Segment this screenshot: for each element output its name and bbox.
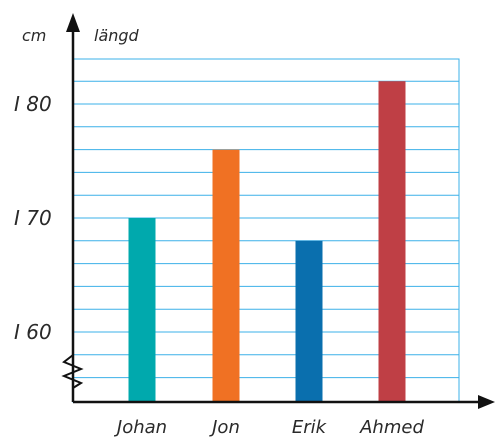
x-tick-label: Erik bbox=[292, 417, 328, 438]
y-tick-labels: I 60 I 70 I 80 bbox=[14, 92, 52, 344]
y-axis-unit: cm bbox=[22, 26, 46, 45]
y-tick-label: I 70 bbox=[14, 206, 52, 230]
y-axis-arrow bbox=[66, 13, 80, 32]
x-axis-arrow bbox=[478, 395, 495, 409]
axes bbox=[61, 13, 495, 409]
x-tick-label: Jon bbox=[209, 417, 240, 438]
bars bbox=[128, 81, 406, 402]
x-tick-labels: Johan Jon Erik Ahmed bbox=[114, 417, 425, 438]
axis-break-zigzag bbox=[61, 354, 84, 389]
bar-ahmed bbox=[378, 81, 406, 402]
bar-johan bbox=[128, 218, 156, 402]
bar-jon bbox=[212, 149, 240, 402]
y-tick-label: I 60 bbox=[14, 320, 52, 344]
x-tick-label: Johan bbox=[114, 417, 167, 438]
y-axis-label: längd bbox=[94, 26, 140, 45]
bar-erik bbox=[295, 240, 323, 402]
y-tick-label: I 80 bbox=[14, 92, 52, 116]
x-tick-label: Ahmed bbox=[359, 417, 424, 438]
